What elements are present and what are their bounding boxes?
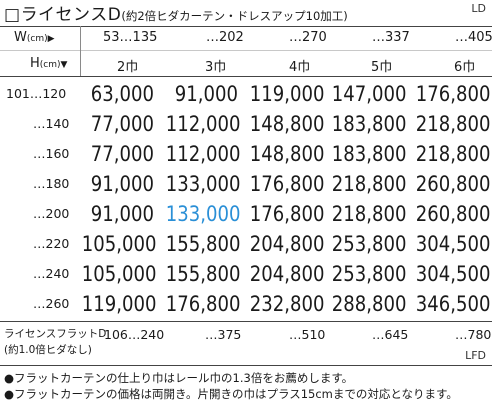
highlighted-price-cell: 133,000 (165, 202, 241, 226)
price-cell: 183,800 (331, 142, 407, 166)
checkbox-square-icon: □ (4, 5, 21, 25)
price-cell: 105,000 (81, 232, 157, 256)
flat-subtitle: (約1.0倍ヒダなし) (4, 344, 92, 356)
price-cell: 155,800 (165, 262, 241, 286)
price-cell: 218,800 (331, 172, 407, 196)
price-cell: 148,800 (249, 142, 325, 166)
price-cell: 176,800 (415, 82, 491, 106)
price-cell: 77,000 (90, 142, 154, 166)
height-range: …220 (33, 236, 70, 251)
width-range-col-1: 53…135 (103, 30, 158, 45)
product-code: LD (471, 2, 486, 15)
flat-width-col-5: …780 (455, 327, 492, 342)
flat-width-col-2: …375 (205, 327, 242, 342)
width-range-col-4: …337 (372, 30, 410, 45)
header-middle-rule (0, 50, 492, 51)
price-cell: 260,800 (415, 202, 491, 226)
price-cell: 176,800 (249, 172, 325, 196)
width-range-col-2: …202 (206, 30, 244, 45)
width-range-col-5: …405 (455, 30, 492, 45)
price-cell: 91,000 (90, 172, 154, 196)
price-cell: 119,000 (249, 82, 325, 106)
height-range: 101…120 (6, 86, 67, 101)
panel-count-col-3: 4巾 (289, 60, 311, 75)
price-cell: 204,800 (249, 262, 325, 286)
price-cell: 260,800 (415, 172, 491, 196)
price-cell: 204,800 (249, 232, 325, 256)
price-cell: 119,000 (81, 292, 157, 316)
down-triangle-icon: ▼ (60, 60, 68, 70)
panel-count-col-4: 5巾 (371, 60, 393, 75)
table-bottom-rule (0, 321, 492, 322)
price-cell: 183,800 (331, 112, 407, 136)
flat-width-col-3: …510 (289, 327, 326, 342)
panel-count-col-2: 3巾 (205, 60, 227, 75)
price-cell: 91,000 (174, 82, 238, 106)
height-range: …160 (33, 146, 70, 161)
price-cell: 91,000 (90, 202, 154, 226)
product-title: □ライセンスD(約2倍ヒダカーテン・ドレスアップ10加工) (4, 0, 348, 25)
panel-count-col-5: 6巾 (454, 60, 476, 75)
header-divider (80, 26, 81, 76)
price-cell: 253,800 (331, 232, 407, 256)
price-cell: 232,800 (249, 292, 325, 316)
price-cell: 147,000 (331, 82, 407, 106)
header-bottom-rule (0, 76, 492, 77)
product-subtitle: (約2倍ヒダカーテン・ドレスアップ10加工) (121, 9, 348, 23)
price-cell: 346,500 (415, 292, 491, 316)
flat-bottom-rule (0, 365, 492, 366)
panel-count-col-1: 2巾 (117, 60, 139, 75)
price-cell: 218,800 (415, 112, 491, 136)
price-cell: 77,000 (90, 112, 154, 136)
height-range: …240 (33, 266, 70, 281)
price-cell: 155,800 (165, 232, 241, 256)
note-line-2: ●フラットカーテンの価格は両開き。片開きの巾はプラス15cmまでの対応となります… (4, 387, 458, 401)
price-cell: 112,000 (165, 112, 241, 136)
price-cell: 63,000 (90, 82, 154, 106)
height-range: …180 (33, 176, 70, 191)
price-cell: 304,500 (415, 232, 491, 256)
width-header: W(cm)▶ (14, 30, 55, 45)
right-triangle-icon: ▶ (47, 34, 55, 44)
height-header: H(cm)▼ (30, 56, 68, 71)
price-cell: 133,000 (165, 172, 241, 196)
price-cell: 105,000 (81, 262, 157, 286)
price-cell: 218,800 (331, 202, 407, 226)
height-range: …260 (33, 296, 70, 311)
price-cell: 112,000 (165, 142, 241, 166)
price-cell: 288,800 (331, 292, 407, 316)
price-cell: 176,800 (249, 202, 325, 226)
flat-width-col-4: …645 (372, 327, 409, 342)
width-range-col-3: …270 (289, 30, 327, 45)
price-cell: 218,800 (415, 142, 491, 166)
header-top-rule (0, 26, 492, 27)
price-cell: 176,800 (165, 292, 241, 316)
flat-width-col-1: 106…240 (104, 327, 165, 342)
flat-product-code: LFD (465, 349, 486, 362)
price-cell: 304,500 (415, 262, 491, 286)
product-name: ライセンスD (20, 5, 122, 25)
height-range: …200 (33, 206, 70, 221)
note-line-1: ●フラットカーテンの仕上り巾はレール巾の1.3倍をお薦めします。 (4, 371, 354, 385)
height-range: …140 (33, 116, 70, 131)
price-cell: 253,800 (331, 262, 407, 286)
price-cell: 148,800 (249, 112, 325, 136)
flat-label: ライセンスフラットD (4, 328, 107, 340)
